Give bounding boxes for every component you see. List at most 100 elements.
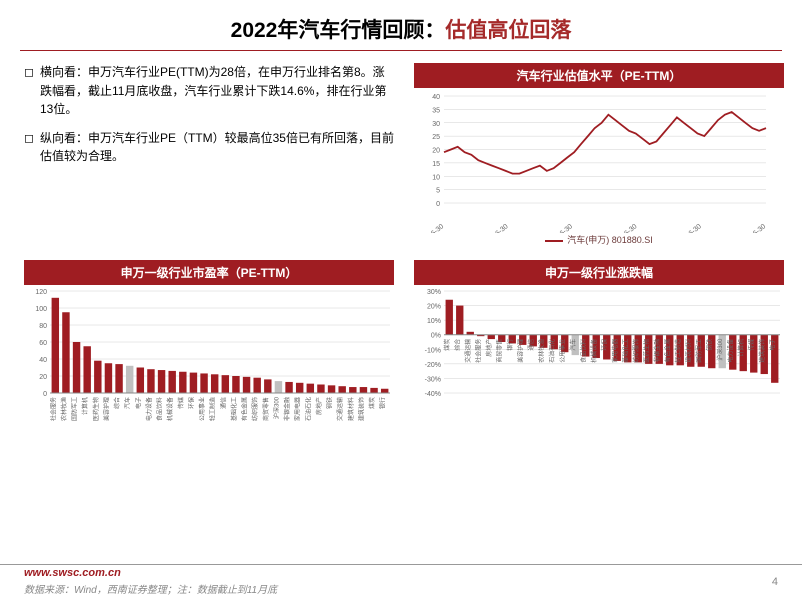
svg-text:100: 100 <box>35 306 47 313</box>
bar-chart-chg-panel: 申万一级行业涨跌幅 -40%-30%-20%-10%0%10%20%30%煤炭综… <box>414 260 784 435</box>
svg-text:电力设备: 电力设备 <box>145 397 153 421</box>
svg-text:10%: 10% <box>427 318 441 325</box>
svg-text:社会服务: 社会服务 <box>475 339 483 363</box>
svg-text:建筑材料: 建筑材料 <box>347 397 355 421</box>
svg-text:基础化工: 基础化工 <box>230 397 238 421</box>
svg-text:2020-06-30: 2020-06-30 <box>607 223 639 233</box>
content-grid: ◻ 横向看：申万汽车行业PE(TTM)为28倍，在申万行业排名第8。涨跌幅看，截… <box>0 51 802 435</box>
bullet-item: ◻ 纵向看：申万汽车行业PE（TTM）较最高位35倍已有所回落，目前估值较为合理… <box>24 129 394 166</box>
svg-text:60: 60 <box>39 340 47 347</box>
svg-text:石油石化: 石油石化 <box>548 339 556 363</box>
svg-text:120: 120 <box>35 289 47 296</box>
svg-text:20: 20 <box>39 374 47 381</box>
svg-text:食品饮料: 食品饮料 <box>156 397 164 421</box>
svg-text:40: 40 <box>432 94 440 101</box>
svg-text:环保: 环保 <box>601 339 609 351</box>
svg-text:建筑装饰: 建筑装饰 <box>357 397 365 421</box>
svg-text:商贸零售: 商贸零售 <box>262 397 270 421</box>
svg-text:社会服务: 社会服务 <box>49 397 57 421</box>
svg-text:电力设备: 电力设备 <box>727 339 735 363</box>
svg-text:美容护理: 美容护理 <box>102 397 110 421</box>
svg-text:非银金融: 非银金融 <box>283 397 291 421</box>
bar-chart-pe-body: 0 20 40 60 80 100 120 社会服务农林牧渔国防军工计算机医药生物美容护理综合… <box>24 285 394 435</box>
svg-text:2019-06-30: 2019-06-30 <box>542 223 574 233</box>
svg-text:0%: 0% <box>431 333 441 340</box>
footer-url: www.swsc.com.cn <box>24 567 778 579</box>
svg-text:汽车: 汽车 <box>569 339 577 351</box>
svg-text:公用事业: 公用事业 <box>559 339 567 363</box>
bullet-marker-icon: ◻ <box>24 63 34 119</box>
svg-text:国防军工: 国防军工 <box>71 397 79 421</box>
bullet-list: ◻ 横向看：申万汽车行业PE(TTM)为28倍，在申万行业排名第8。涨跌幅看，截… <box>24 63 394 246</box>
page-number: 4 <box>772 576 778 588</box>
bullet-marker-icon: ◻ <box>24 129 34 166</box>
svg-text:通信: 通信 <box>527 339 535 351</box>
svg-text:国防军工: 国防军工 <box>695 339 703 363</box>
svg-text:建筑装饰: 建筑装饰 <box>758 339 766 363</box>
svg-text:医药生物: 医药生物 <box>92 397 100 421</box>
svg-text:基础化工: 基础化工 <box>622 339 630 363</box>
svg-text:煤炭: 煤炭 <box>368 397 376 409</box>
svg-text:轻工制造: 轻工制造 <box>209 397 217 421</box>
svg-text:纺织服饰: 纺织服饰 <box>632 339 640 363</box>
svg-text:20%: 20% <box>427 304 441 311</box>
svg-text:煤炭: 煤炭 <box>443 339 451 351</box>
svg-text:农林牧渔: 农林牧渔 <box>538 339 546 363</box>
bar-chart-pe-svg: 0 20 40 60 80 100 120 社会服务农林牧渔国防军工计算机医药生物美容护理综合… <box>24 285 394 435</box>
svg-text:纺织服饰: 纺织服饰 <box>251 397 259 421</box>
svg-text:医药生物: 医药生物 <box>643 339 651 363</box>
svg-text:2022-06-30: 2022-06-30 <box>735 223 767 233</box>
bullet-text: 横向看：申万汽车行业PE(TTM)为28倍，在申万行业排名第8。涨跌幅看，截止1… <box>40 63 394 119</box>
svg-text:农林牧渔: 农林牧渔 <box>60 397 68 421</box>
svg-text:综合: 综合 <box>454 339 462 351</box>
svg-text:综合: 综合 <box>113 397 121 409</box>
svg-text:40: 40 <box>39 357 47 364</box>
svg-text:20: 20 <box>432 148 440 155</box>
svg-text:传媒: 传媒 <box>177 397 185 409</box>
svg-text:房地产: 房地产 <box>485 339 493 357</box>
svg-text:15: 15 <box>432 161 440 168</box>
footer: www.swsc.com.cn 数据来源：Wind，西南证券整理；注：数据截止到… <box>0 564 802 602</box>
svg-text:建筑材料: 建筑材料 <box>685 339 693 363</box>
svg-text:沪深300: 沪深300 <box>272 396 280 419</box>
svg-text:石油石化: 石油石化 <box>304 397 312 421</box>
svg-text:计算机: 计算机 <box>737 339 745 357</box>
svg-text:非银金融: 非银金融 <box>653 339 661 363</box>
legend-label: 汽车(申万) 801880.SI <box>567 235 653 245</box>
svg-text:交通运输: 交通运输 <box>336 397 344 421</box>
bullet-text: 纵向看：申万汽车行业PE（TTM）较最高位35倍已有所回落，目前估值较为合理。 <box>40 129 394 166</box>
svg-text:银行: 银行 <box>379 397 387 409</box>
svg-text:-10%: -10% <box>425 347 441 354</box>
bullet-item: ◻ 横向看：申万汽车行业PE(TTM)为28倍，在申万行业排名第8。涨跌幅看，截… <box>24 63 394 119</box>
svg-text:计算机: 计算机 <box>81 397 89 415</box>
svg-text:-30%: -30% <box>425 376 441 383</box>
svg-text:钢铁: 钢铁 <box>706 339 714 351</box>
svg-text:30: 30 <box>432 121 440 128</box>
line-chart-panel: 汽车行业估值水平（PE-TTM） 05101520253035402017-06… <box>414 63 784 246</box>
svg-text:通信: 通信 <box>219 397 227 409</box>
svg-text:银行: 银行 <box>506 339 514 351</box>
svg-text:-20%: -20% <box>425 362 441 369</box>
svg-text:35: 35 <box>432 107 440 114</box>
bar-chart-chg-svg: -40%-30%-20%-10%0%10%20%30%煤炭综合交通运输社会服务房… <box>414 285 784 435</box>
svg-text:5: 5 <box>436 188 440 195</box>
svg-text:交通运输: 交通运输 <box>464 339 472 363</box>
svg-text:0: 0 <box>436 201 440 208</box>
svg-text:10: 10 <box>432 174 440 181</box>
svg-text:轻工制造: 轻工制造 <box>674 339 682 363</box>
svg-text:公用事业: 公用事业 <box>198 397 206 421</box>
svg-text:0: 0 <box>43 391 47 398</box>
svg-text:美容护理: 美容护理 <box>517 339 525 363</box>
svg-text:汽车: 汽车 <box>124 397 132 409</box>
svg-text:家用电器: 家用电器 <box>611 339 619 363</box>
svg-text:传媒: 传媒 <box>748 339 756 351</box>
svg-text:钢铁: 钢铁 <box>326 397 334 409</box>
svg-text:食品饮料: 食品饮料 <box>580 339 588 363</box>
chart-title: 申万一级行业市盈率（PE-TTM） <box>24 260 394 285</box>
svg-text:沪深300: 沪深300 <box>716 338 724 361</box>
svg-text:80: 80 <box>39 323 47 330</box>
svg-text:有色金属: 有色金属 <box>241 397 249 421</box>
bar-chart-pe-panel: 申万一级行业市盈率（PE-TTM） 0 20 40 60 80 100 120 社会服务农林牧… <box>24 260 394 435</box>
svg-text:房地产: 房地产 <box>315 397 323 415</box>
chart-title: 申万一级行业涨跌幅 <box>414 260 784 285</box>
